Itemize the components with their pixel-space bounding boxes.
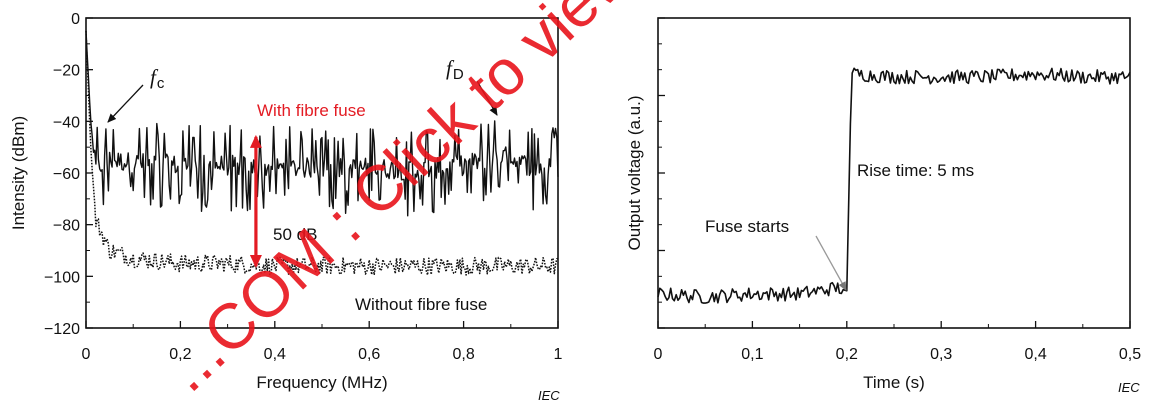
rise-time-y-ticks [658,17,665,329]
spectrum-x-tick-label: 0 [82,346,91,363]
watermark-text: ...COM : Click to view the full P... [150,0,875,403]
rise-time-iec-label: IEC [1118,380,1140,395]
spectrum-x-tick-label: 1 [554,346,563,363]
spectrum-x-tick-label: 0,2 [169,346,191,363]
rise-time-y-axis-label: Output voltage (a.u.) [625,96,644,251]
with-fibre-fuse-label: With fibre fuse [257,101,366,120]
spectrum-x-ticks: 0 0,2 0,4 0,6 0,8 1 [82,321,563,363]
spectrum-y-ticks: 0 −20 −40 −60 −80 −100 −120 [44,11,93,338]
fc-label: fc [150,65,165,92]
spectrum-series [85,30,559,276]
output-voltage-series [657,67,1131,304]
spectrum-annotations: fc fD With fibre fuse Without fibre fuse… [107,56,498,314]
rise-time-x-tick-label: 0,2 [836,346,858,363]
spectrum-y-tick-label: −100 [44,269,80,286]
rise-time-x-tick-label: 0,3 [930,346,952,363]
spectrum-y-tick-label: −80 [53,218,80,235]
fd-label: fD [446,56,464,83]
fc-pointer-arrow [107,84,144,123]
series-with-fibre-fuse [85,30,559,217]
rise-time-x-tick-label: 0,5 [1119,346,1141,363]
rise-time-series [657,67,1131,304]
without-fibre-fuse-label: Without fibre fuse [355,295,487,314]
spectrum-y-tick-label: −60 [53,166,80,183]
rise-time-x-tick-label: 0 [654,346,663,363]
series-without-fibre-fuse [85,30,559,276]
spectrum-y-tick-label: −120 [44,321,80,338]
spectrum-x-tick-label: 0,6 [358,346,380,363]
rise-time-x-axis-label: Time (s) [863,373,925,392]
fuse-starts-label: Fuse starts [705,217,789,236]
rise-time-x-tick-label: 0,4 [1024,346,1046,363]
fd-pointer-arrow [476,80,498,116]
rise-time-x-ticks: 0 0,1 0,2 0,3 0,4 0,5 [654,321,1141,363]
spectrum-y-tick-label: −40 [53,114,80,131]
rise-time-x-tick-label: 0,1 [741,346,763,363]
rise-time-chart: 0 0,1 0,2 0,3 0,4 0,5 Time (s) Output voltage… [625,17,1141,395]
spectrum-x-axis-label: Frequency (MHz) [256,373,387,392]
spectrum-x-tick-label: 0,4 [264,346,286,363]
spectrum-x-tick-label: 0,8 [452,346,474,363]
spectrum-chart: 0 0,2 0,4 0,6 0,8 1 0 −20 −40 −60 −80 −100 −120 Fre… [9,11,563,403]
rise-time-label: Rise time: 5 ms [857,161,974,180]
fuse-starts-pointer [815,235,847,291]
spectrum-y-tick-label: −20 [53,63,80,80]
difference-50db-label: 50 dB [273,225,317,244]
spectrum-y-tick-label: 0 [71,11,80,28]
spectrum-y-axis-label: Intensity (dBm) [9,116,28,230]
spectrum-iec-label: IEC [538,388,560,403]
